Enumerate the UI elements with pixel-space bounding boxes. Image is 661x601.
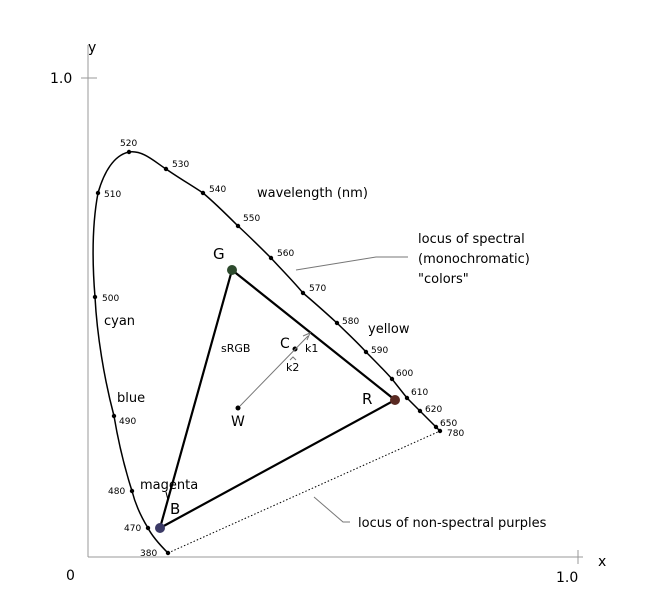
srgb-triangle: [158, 268, 397, 531]
magenta-label: magenta: [140, 478, 198, 493]
origin-label: 0: [66, 568, 75, 584]
wavelength-label: 480: [108, 487, 125, 497]
srgb-label: sRGB: [221, 342, 250, 355]
wavelength-label: 590: [371, 346, 388, 356]
dot: [95, 190, 101, 196]
wavelength-label: 530: [172, 160, 189, 170]
dot: [129, 488, 135, 494]
wavelength-label: 500: [102, 294, 119, 304]
dot: [126, 149, 132, 155]
locus-label: locus of spectral: [418, 232, 525, 247]
wavelength-label: 490: [119, 417, 136, 427]
locus-leader: [295, 256, 408, 271]
w-c-arrow: [239, 335, 309, 407]
dot: [363, 349, 369, 355]
dot: [165, 550, 171, 556]
r-label: R: [362, 390, 372, 408]
wavelength-label: 780: [447, 429, 464, 439]
x-axis-label: x: [598, 554, 606, 570]
wavelength-label: 650: [440, 419, 457, 429]
dot: [437, 428, 443, 434]
dot: [145, 525, 151, 531]
dot: [334, 320, 340, 326]
wavelength-label: 470: [124, 524, 141, 534]
wavelength-label: 570: [309, 284, 326, 294]
dot: [111, 413, 117, 419]
y-max-label: 1.0: [50, 71, 72, 87]
g-primary: [227, 265, 237, 275]
k2-label: k2: [286, 361, 299, 374]
dot: [235, 223, 241, 229]
blue-label: blue: [117, 391, 145, 406]
c-label: C: [280, 336, 290, 352]
wavelength-label: 540: [209, 185, 226, 195]
locus-label: "colors": [418, 272, 469, 287]
wavelength-label: 560: [277, 249, 294, 259]
dot: [200, 190, 206, 196]
cyan-label: cyan: [104, 314, 135, 329]
dot: [92, 294, 98, 300]
locus-dots: [92, 149, 443, 556]
y-axis-label: y: [88, 40, 96, 56]
wavelength-label: 520: [120, 139, 137, 149]
dot: [417, 408, 423, 414]
wavelength-title: wavelength (nm): [257, 186, 368, 201]
purples-leader: [313, 496, 350, 523]
wavelength-label: 600: [396, 369, 413, 379]
dot: [300, 290, 306, 296]
wavelength-label: 380: [140, 549, 157, 559]
dot: [389, 376, 395, 382]
r-primary: [390, 395, 400, 405]
purple-line: [167, 430, 441, 554]
magenta-tick: [165, 491, 169, 501]
dot: [404, 395, 410, 401]
b-label: B: [170, 500, 180, 518]
dot: [433, 424, 439, 430]
g-label: G: [213, 245, 225, 263]
w-point: [235, 405, 241, 411]
arrow-head: [302, 332, 311, 341]
wavelength-label: 510: [104, 190, 121, 200]
b-primary: [155, 523, 165, 533]
arrow-head: [289, 356, 297, 361]
wavelength-label: 620: [425, 405, 442, 415]
k1-label: k1: [305, 342, 318, 355]
locus-label: (monochromatic): [418, 252, 530, 267]
purples-label: locus of non-spectral purples: [358, 516, 547, 531]
wavelength-label: 610: [411, 388, 428, 398]
dot: [163, 166, 169, 172]
yellow-label: yellow: [368, 322, 410, 337]
dot: [268, 255, 274, 261]
x-max-label: 1.0: [556, 570, 578, 586]
w-label: W: [231, 414, 245, 430]
wavelength-label: 580: [342, 317, 359, 327]
wavelength-label: 550: [243, 214, 260, 224]
